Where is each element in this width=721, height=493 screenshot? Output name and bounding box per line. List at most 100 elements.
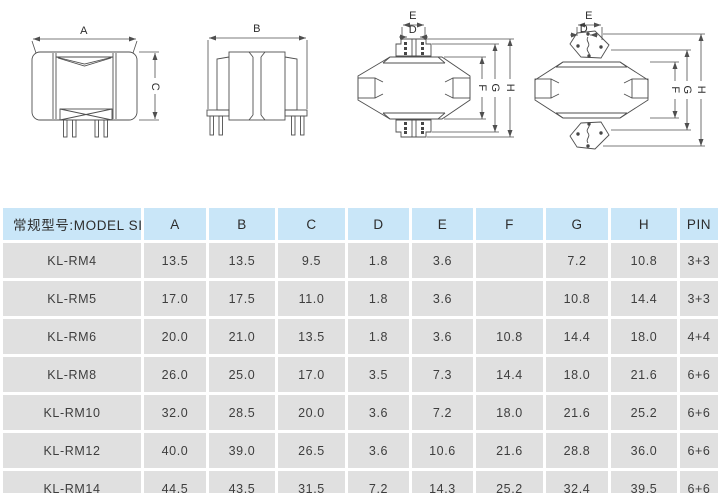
dim-label-e: E [409, 10, 417, 22]
cell: 7.3 [412, 357, 473, 392]
cell: 3.6 [412, 243, 473, 278]
cell: 17.0 [278, 357, 345, 392]
cell: 17.0 [144, 281, 206, 316]
cell: 21.6 [546, 395, 608, 430]
cell [476, 243, 543, 278]
cell: 11.0 [278, 281, 345, 316]
cell-pin: 4+4 [680, 319, 718, 354]
cell: 20.0 [144, 319, 206, 354]
table-row: KL-RM5 17.0 17.5 11.0 1.8 3.6 10.8 14.4 … [3, 281, 718, 316]
side-view-diagram: B [206, 23, 308, 136]
cell: 28.5 [209, 395, 275, 430]
cell: 26.5 [278, 433, 345, 468]
table-row: KL-RM4 13.5 13.5 9.5 1.8 3.6 7.2 10.8 3+… [3, 243, 718, 278]
cell-pin: 6+6 [680, 471, 718, 493]
dim-label-d: D [409, 24, 417, 36]
column-header-g: G [546, 208, 608, 240]
cell: 18.0 [546, 357, 608, 392]
cell: 36.0 [611, 433, 677, 468]
cell: 14.4 [546, 319, 608, 354]
cell: 20.0 [278, 395, 345, 430]
column-header-e: E [412, 208, 473, 240]
column-header-model: 常规型号:MODEL SIZE [3, 208, 141, 240]
cell: 39.5 [611, 471, 677, 493]
cell: 10.8 [546, 281, 608, 316]
cell: 32.4 [546, 471, 608, 493]
cell-model: KL-RM8 [3, 357, 141, 392]
cell: 14.3 [412, 471, 473, 493]
cell: 25.2 [611, 395, 677, 430]
table-row: KL-RM10 32.0 28.5 20.0 3.6 7.2 18.0 21.6… [3, 395, 718, 430]
cell: 39.0 [209, 433, 275, 468]
top-view-diagram-1: E D [357, 10, 516, 138]
top-view-diagram-2: E D [534, 10, 707, 150]
cell: 13.5 [209, 243, 275, 278]
cell: 21.0 [209, 319, 275, 354]
cell: 13.5 [278, 319, 345, 354]
cell: 7.2 [546, 243, 608, 278]
cell: 40.0 [144, 433, 206, 468]
cell: 7.2 [412, 395, 473, 430]
table-row: KL-RM12 40.0 39.0 26.5 3.6 10.6 21.6 28.… [3, 433, 718, 468]
column-header-c: C [278, 208, 345, 240]
table-header-row: 常规型号:MODEL SIZE A B C D E F G H PIN [3, 208, 718, 240]
cell-pin: 6+6 [680, 433, 718, 468]
cell: 32.0 [144, 395, 206, 430]
column-header-h: H [611, 208, 677, 240]
cell: 21.6 [476, 433, 543, 468]
cell-pin: 3+3 [680, 281, 718, 316]
table-row: KL-RM8 26.0 25.0 17.0 3.5 7.3 14.4 18.0 … [3, 357, 718, 392]
cell: 3.6 [348, 433, 409, 468]
front-view-diagram: A C [31, 25, 161, 138]
cell: 3.6 [412, 281, 473, 316]
cell: 1.8 [348, 281, 409, 316]
table-row: KL-RM14 44.5 43.5 31.5 7.2 14.3 25.2 32.… [3, 471, 718, 493]
column-header-pin: PIN [680, 208, 718, 240]
cell: 28.8 [546, 433, 608, 468]
cell: 9.5 [278, 243, 345, 278]
cell: 3.6 [412, 319, 473, 354]
dim-label-d2: D [580, 23, 588, 35]
technical-drawings: A C B [31, 10, 707, 150]
cell: 17.5 [209, 281, 275, 316]
cell-pin: 6+6 [680, 395, 718, 430]
cell: 10.8 [611, 243, 677, 278]
dim-label-f: F [476, 84, 488, 91]
cell: 10.6 [412, 433, 473, 468]
dim-label-h: H [504, 84, 516, 92]
cell-pin: 6+6 [680, 357, 718, 392]
cell-model: KL-RM5 [3, 281, 141, 316]
cell: 1.8 [348, 243, 409, 278]
cell: 14.4 [611, 281, 677, 316]
dim-label-g2: G [681, 85, 693, 94]
dim-label-e2: E [585, 10, 593, 22]
cell: 25.0 [209, 357, 275, 392]
cell-pin: 3+3 [680, 243, 718, 278]
cell-model: KL-RM14 [3, 471, 141, 493]
cell: 14.4 [476, 357, 543, 392]
cell: 31.5 [278, 471, 345, 493]
cell: 21.6 [611, 357, 677, 392]
cell-model: KL-RM12 [3, 433, 141, 468]
cell: 43.5 [209, 471, 275, 493]
cell: 3.6 [348, 395, 409, 430]
cell: 18.0 [611, 319, 677, 354]
dim-label-a: A [80, 25, 88, 37]
model-size-table: 常规型号:MODEL SIZE A B C D E F G H PIN KL-R… [0, 205, 721, 493]
cell: 1.8 [348, 319, 409, 354]
cell: 7.2 [348, 471, 409, 493]
cell: 26.0 [144, 357, 206, 392]
cell [476, 281, 543, 316]
cell: 44.5 [144, 471, 206, 493]
cell-model: KL-RM6 [3, 319, 141, 354]
cell: 18.0 [476, 395, 543, 430]
cell: 10.8 [476, 319, 543, 354]
cell-model: KL-RM4 [3, 243, 141, 278]
cell: 3.5 [348, 357, 409, 392]
column-header-f: F [476, 208, 543, 240]
cell-model: KL-RM10 [3, 395, 141, 430]
cell: 13.5 [144, 243, 206, 278]
column-header-a: A [144, 208, 206, 240]
column-header-b: B [209, 208, 275, 240]
